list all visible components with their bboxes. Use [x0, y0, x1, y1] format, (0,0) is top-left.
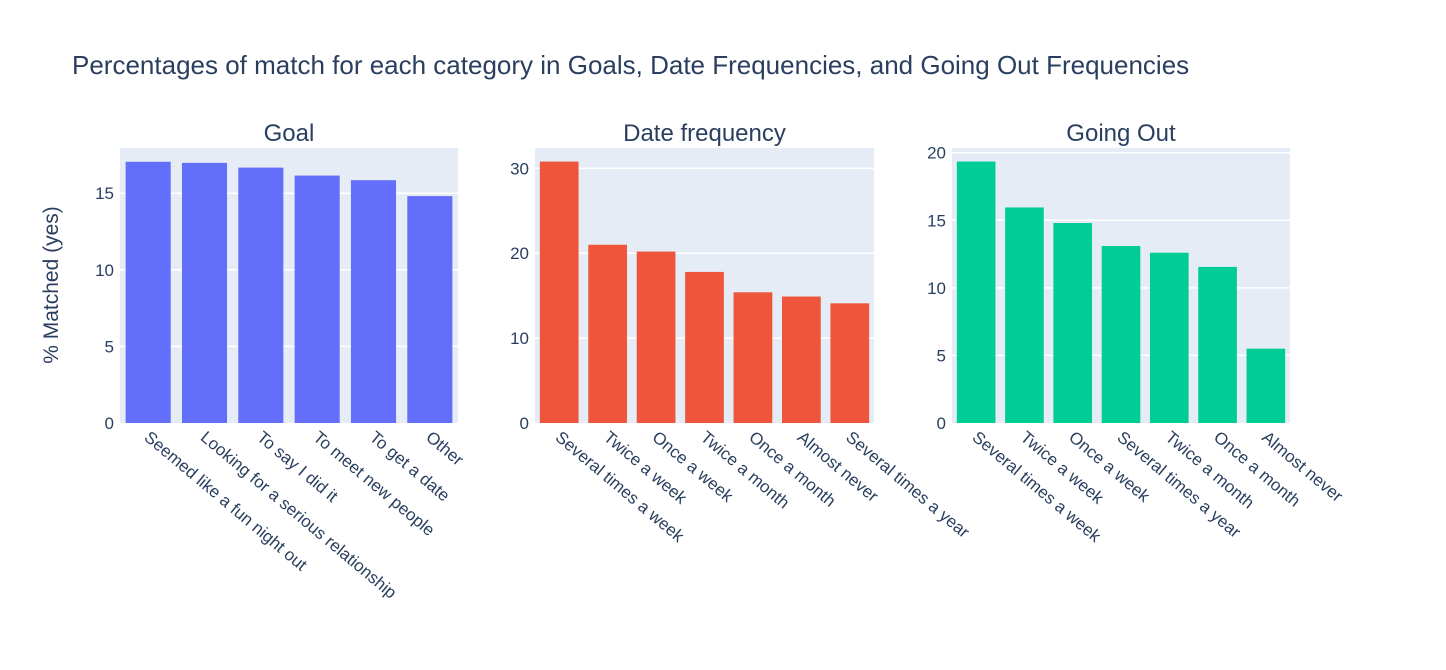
bar [733, 292, 773, 423]
y-tick-label: 10 [510, 329, 529, 348]
bar [125, 161, 171, 423]
x-tick-label: Other [422, 428, 467, 470]
y-tick-label: 10 [95, 261, 114, 280]
x-tick-label: Looking for a serious relationship [197, 428, 400, 603]
bar [350, 180, 397, 423]
y-tick-label: 0 [520, 414, 529, 433]
y-tick-label: 20 [510, 244, 529, 263]
y-tick-label: 10 [927, 279, 946, 298]
bar [1053, 223, 1093, 423]
y-axis-label: % Matched (yes) [40, 206, 63, 364]
y-tick-label: 30 [510, 159, 529, 178]
bar [539, 161, 579, 423]
subplot-title: Going Out [1066, 120, 1176, 147]
bar [1005, 207, 1044, 423]
y-tick-label: 5 [105, 337, 114, 356]
bar [956, 161, 996, 423]
y-tick-label: 0 [937, 414, 946, 433]
bar [636, 251, 676, 423]
y-tick-label: 5 [937, 346, 946, 365]
chart-title: Percentages of match for each category i… [72, 50, 1189, 80]
bar [830, 303, 870, 423]
subplot-title: Date frequency [623, 120, 786, 147]
bar [685, 271, 724, 423]
y-tick-label: 0 [105, 414, 114, 433]
y-tick-label: 15 [927, 211, 946, 230]
bar [781, 296, 821, 423]
bar [1246, 348, 1286, 423]
bar [238, 167, 284, 423]
bar [181, 162, 228, 423]
bar [1101, 245, 1141, 423]
bar [294, 175, 340, 423]
bar [1149, 252, 1189, 423]
y-tick-label: 20 [927, 144, 946, 163]
bar [588, 244, 628, 423]
y-tick-label: 15 [95, 184, 114, 203]
bar [1198, 266, 1237, 423]
subplot-title: Goal [264, 120, 315, 147]
bar [407, 196, 453, 423]
